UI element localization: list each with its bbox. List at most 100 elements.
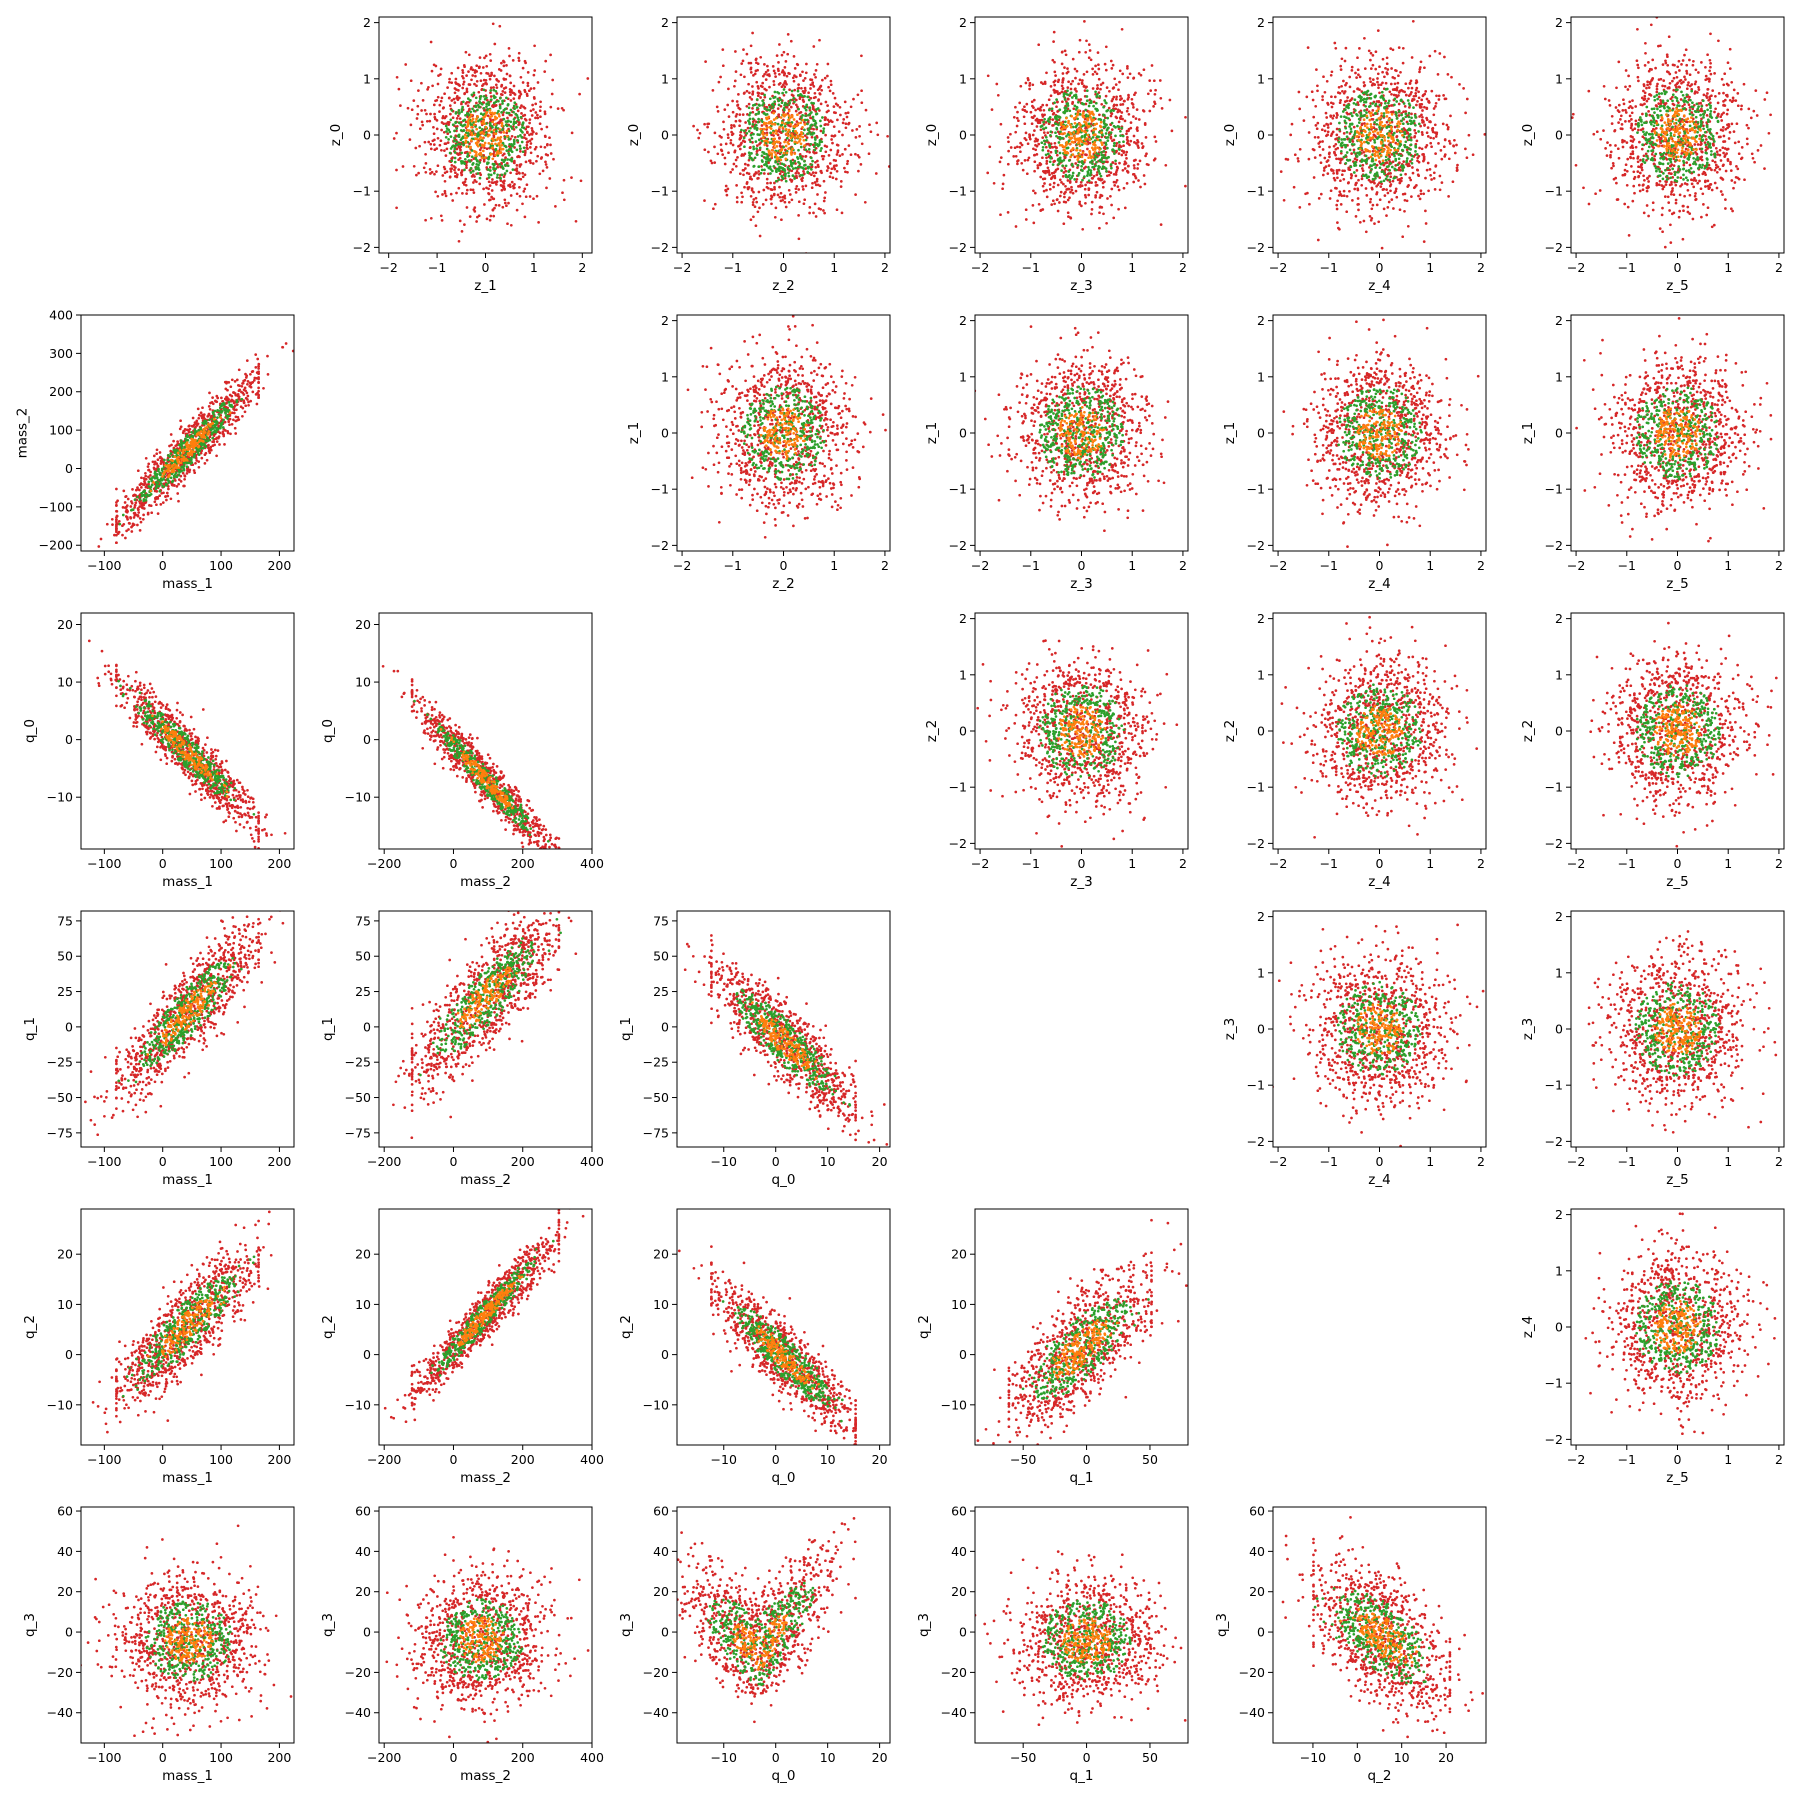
data-point <box>1094 90 1097 94</box>
data-point <box>484 122 488 125</box>
data-point <box>1087 56 1091 60</box>
data-point <box>491 178 494 181</box>
data-point <box>482 153 486 157</box>
data-point <box>1314 104 1318 108</box>
data-point <box>1168 98 1172 102</box>
data-point <box>473 82 476 86</box>
data-point <box>497 112 501 116</box>
x-tick-label: −2 <box>971 260 989 275</box>
data-point <box>813 202 817 206</box>
data-point <box>492 152 495 156</box>
x-tick-label: 2 <box>1179 260 1187 275</box>
data-point <box>429 216 433 220</box>
scatter-points <box>1279 19 1486 250</box>
data-point <box>475 101 478 105</box>
data-point <box>1305 95 1309 99</box>
data-point <box>439 99 443 103</box>
data-point <box>1082 85 1086 88</box>
data-point <box>897 178 900 181</box>
data-point <box>1365 194 1369 197</box>
data-point <box>495 78 499 82</box>
data-point <box>802 202 806 206</box>
data-point <box>1041 177 1045 181</box>
data-point <box>1132 164 1136 167</box>
data-point <box>1438 52 1442 55</box>
data-point <box>1068 181 1072 184</box>
data-point <box>1404 82 1408 86</box>
data-point <box>1048 120 1051 124</box>
data-point <box>1101 81 1105 85</box>
data-point <box>487 156 491 160</box>
data-point <box>429 40 433 44</box>
data-point <box>1057 123 1060 127</box>
data-point <box>1035 139 1039 143</box>
data-point <box>1356 87 1359 91</box>
data-point <box>1064 190 1067 194</box>
data-point <box>833 164 836 168</box>
data-point <box>1379 162 1383 166</box>
data-point <box>1357 178 1360 182</box>
data-point <box>755 80 759 84</box>
data-point <box>487 161 490 165</box>
data-point <box>1084 130 1088 134</box>
data-point <box>761 203 765 206</box>
data-point <box>500 61 503 65</box>
data-point <box>462 124 466 127</box>
data-point <box>745 132 749 135</box>
data-point <box>1298 206 1302 209</box>
data-point <box>807 91 810 95</box>
data-point <box>801 173 804 177</box>
data-point <box>1109 59 1113 63</box>
data-point <box>1044 153 1048 157</box>
data-point <box>1100 167 1104 171</box>
data-point <box>484 156 487 159</box>
data-point <box>1096 86 1100 90</box>
data-point <box>818 140 822 144</box>
data-point <box>755 127 759 130</box>
data-point <box>481 149 485 153</box>
data-point <box>857 169 860 173</box>
data-point <box>833 167 837 171</box>
data-point <box>455 129 458 133</box>
data-point <box>464 113 467 117</box>
data-point <box>502 87 506 90</box>
data-point <box>466 128 469 132</box>
data-point <box>798 153 802 156</box>
data-point <box>1090 159 1094 163</box>
data-point <box>1093 158 1097 161</box>
x-tick-label: −2 <box>379 260 397 275</box>
data-point <box>1141 109 1145 112</box>
data-point <box>1471 153 1475 157</box>
data-point <box>1063 156 1067 159</box>
data-point <box>1425 106 1429 110</box>
data-point <box>860 54 863 58</box>
data-point <box>1318 145 1321 149</box>
data-point <box>747 158 751 162</box>
data-point <box>1018 101 1022 105</box>
data-point <box>819 119 822 123</box>
data-point <box>1116 185 1120 188</box>
data-point <box>539 157 543 160</box>
data-point <box>1455 168 1459 172</box>
data-point <box>1136 138 1139 142</box>
data-point <box>1394 187 1398 191</box>
data-point <box>1046 149 1050 153</box>
data-point <box>578 92 581 96</box>
data-point <box>1078 144 1082 148</box>
data-point <box>495 180 499 183</box>
data-point <box>748 96 752 99</box>
data-point <box>479 158 482 162</box>
data-point <box>876 133 880 137</box>
data-point <box>1143 123 1147 126</box>
data-point <box>782 163 786 166</box>
data-point <box>1049 150 1053 154</box>
data-point <box>530 137 534 141</box>
data-point <box>1397 94 1400 97</box>
data-point <box>1109 163 1113 166</box>
data-point <box>498 105 502 108</box>
data-point <box>1356 188 1360 192</box>
data-point <box>1103 145 1107 149</box>
data-point <box>457 112 461 115</box>
data-point <box>1097 167 1100 171</box>
data-point <box>1398 208 1402 212</box>
